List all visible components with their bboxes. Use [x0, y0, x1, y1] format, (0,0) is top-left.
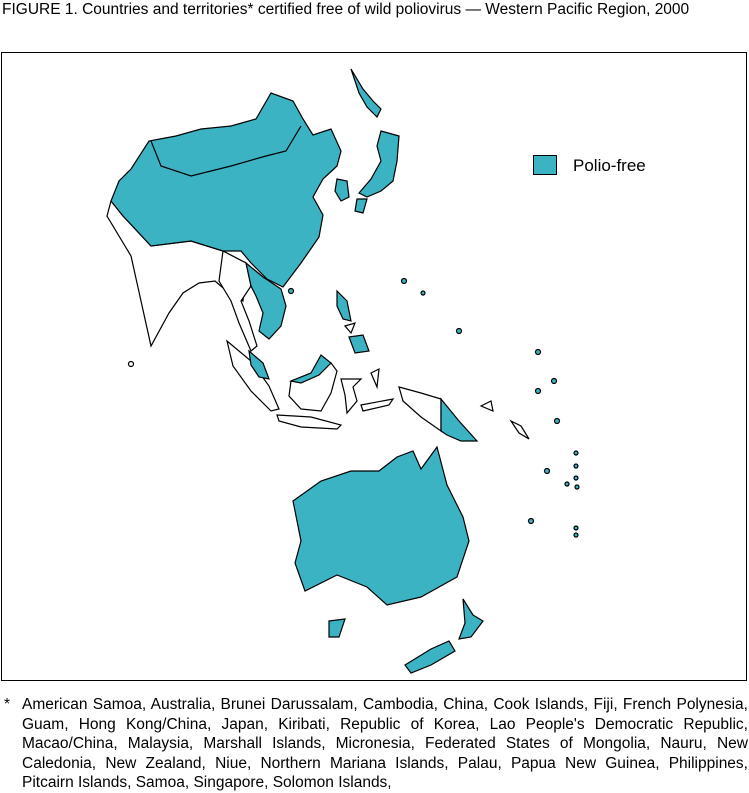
region-solomons [479, 400, 494, 412]
region-japan-honshu [358, 130, 400, 198]
footnote-text: American Samoa, Australia, Brunei Daruss… [22, 696, 748, 791]
region-islands-east [370, 367, 380, 390]
region-papua-new-guinea [440, 397, 479, 442]
region-new-zealand-north [458, 598, 484, 640]
legend-label-polio-free: Polio-free [573, 156, 646, 175]
region-japan-kyushu [354, 198, 368, 214]
region-vanuatu [509, 419, 530, 440]
footnote: * American Samoa, Australia, Brunei Daru… [4, 695, 748, 793]
region-australia [292, 445, 470, 606]
legend-swatch-polio-free [533, 155, 557, 175]
region-timor [360, 398, 395, 412]
map-frame [1, 52, 747, 681]
region-korea [334, 178, 350, 202]
pacific-islands [127, 277, 580, 538]
region-philippines-mindanao [348, 334, 370, 354]
footnote-marker: * [4, 696, 11, 713]
region-philippines-islands [343, 322, 357, 335]
region-myanmar-thailand [218, 250, 258, 352]
region-china-mongolia [110, 92, 342, 288]
map-svg [106, 68, 580, 674]
region-sumatra [225, 339, 280, 412]
figure-title: FIGURE 1. Countries and territories* cer… [2, 1, 690, 18]
region-indochina [245, 261, 287, 340]
region-malaysia-borneo [288, 354, 332, 384]
region-west-papua [398, 386, 442, 433]
region-new-zealand-south [404, 640, 456, 674]
region-philippines [336, 289, 352, 322]
region-tasmania [328, 618, 346, 638]
region-sulawesi [340, 378, 363, 415]
region-java [276, 414, 343, 430]
region-malaysia-peninsula [248, 349, 270, 380]
region-japan-hokkaido [350, 68, 382, 119]
